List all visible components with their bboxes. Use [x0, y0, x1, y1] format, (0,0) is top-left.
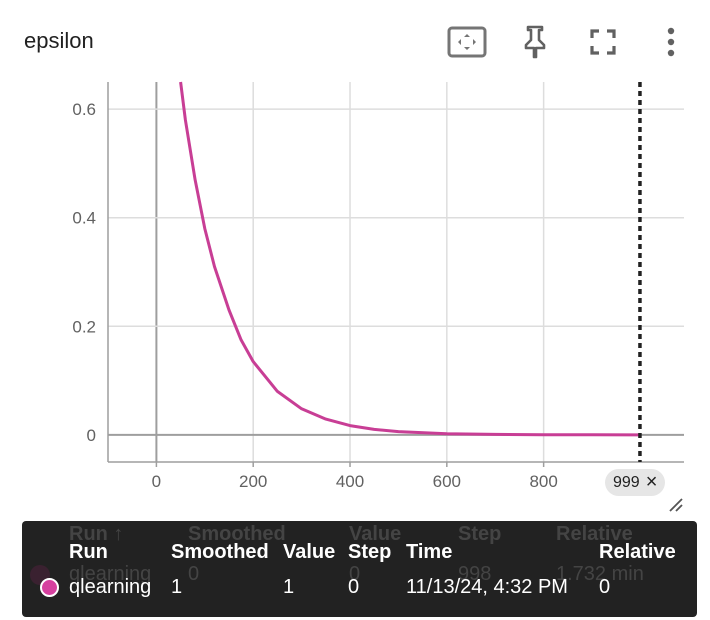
more-vert-icon	[667, 27, 675, 57]
x-tick-label: 0	[152, 472, 161, 491]
cursor-step-badge[interactable]: 999 ×	[605, 469, 666, 496]
cell-run: qlearning	[69, 576, 152, 598]
ghost-cell-step: 998	[458, 563, 492, 585]
chart-title: epsilon	[24, 28, 94, 53]
x-tick-label: 200	[239, 472, 267, 491]
x-tick-label: 400	[336, 472, 364, 491]
line-chart[interactable]: 0 200 400 600 800 0 0.2 0.4 0.6	[0, 0, 710, 520]
cell-step: 0	[348, 576, 360, 598]
ghost-header-run: Run ↑	[69, 523, 124, 545]
fit-domain-icon	[447, 26, 487, 58]
resize-handle-icon[interactable]	[668, 497, 684, 513]
fit-domain-button[interactable]	[447, 22, 487, 62]
cell-time: 11/13/24, 4:32 PM	[406, 576, 568, 598]
fullscreen-button[interactable]	[583, 22, 623, 62]
pin-button[interactable]	[515, 22, 555, 62]
ghost-cell-smoothed: 0	[188, 563, 200, 585]
ghost-cell-value: 0	[349, 563, 361, 585]
ghost-header-value: Value	[349, 523, 402, 545]
header-smoothed: Smoothed	[171, 541, 269, 563]
fullscreen-icon	[590, 29, 616, 55]
ghost-header-smoothed: Smoothed	[188, 523, 286, 545]
cell-value: 1	[283, 576, 295, 598]
series-line	[179, 81, 641, 437]
cursor-step-label: 999	[613, 473, 640, 491]
ghost-header-relative: Relative	[556, 523, 633, 545]
x-tick-label: 600	[433, 472, 461, 491]
header-value: Value	[283, 541, 336, 563]
y-tick-label: 0.6	[72, 100, 96, 119]
header-step: Step	[348, 541, 392, 563]
header-run: Run	[69, 541, 108, 563]
y-tick-label: 0	[87, 426, 96, 445]
y-tick-label: 0.4	[72, 209, 96, 228]
more-options-button[interactable]	[651, 22, 691, 62]
run-color-dot	[40, 578, 59, 597]
header-relative: Relative	[599, 541, 676, 563]
cell-relative: 0	[599, 576, 611, 598]
header-time: Time	[406, 541, 453, 563]
ghost-cell-relative: 1.732 min	[556, 563, 644, 585]
pin-icon	[524, 25, 546, 59]
cell-smoothed: 1	[171, 576, 183, 598]
ghost-header-step: Step	[458, 523, 502, 545]
close-icon[interactable]: ×	[645, 471, 658, 493]
x-tick-label: 800	[529, 472, 557, 491]
ghost-cell-run: qlearning	[69, 563, 152, 585]
y-tick-label: 0.2	[72, 317, 96, 336]
data-tooltip: Run ↑ Smoothed Value Step Relative qlear…	[22, 521, 697, 617]
